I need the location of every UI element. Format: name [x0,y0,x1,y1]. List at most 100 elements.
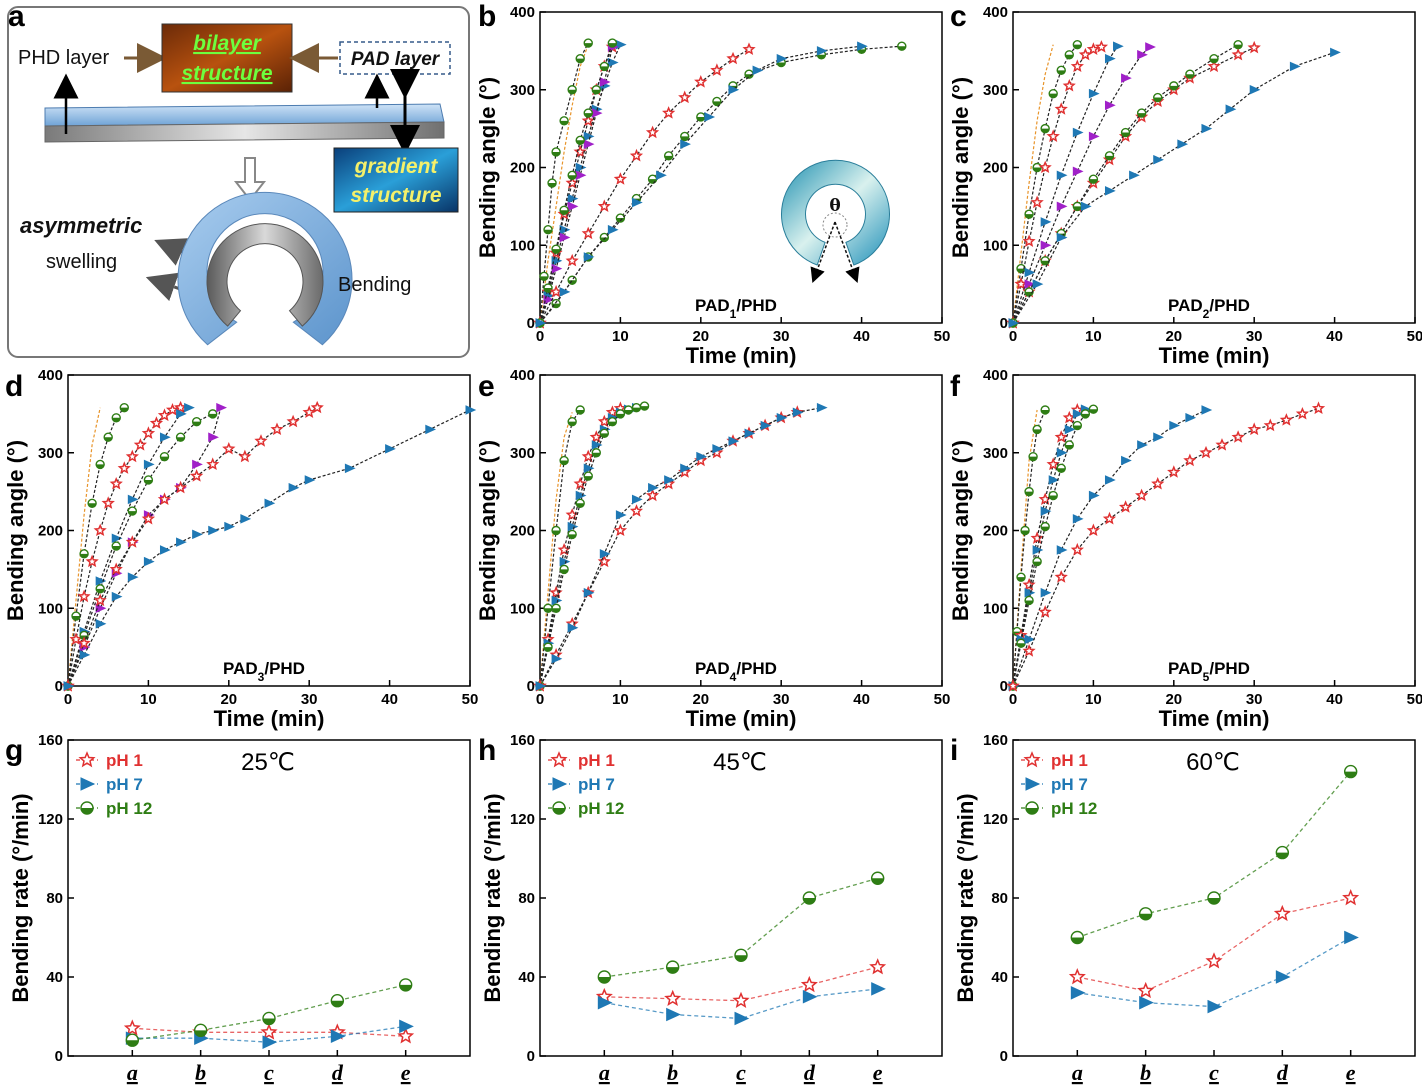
y-tick-label-i-2: 80 [991,890,1008,907]
x-axis-title-b: Time (min) [686,343,797,368]
point-b-3-5 [575,162,587,173]
point-e-3-2 [551,595,563,606]
point-d-1-5-fill [104,437,113,442]
point-d-1-3 [87,498,97,508]
panel-letter-a: a [8,0,25,33]
schematic-panel: a PHD layer bilayer structure PAD layer … [7,0,470,358]
point-d-2-13 [165,403,180,416]
point-b-7-2-fill [568,280,577,285]
point-f-6-7 [1118,500,1133,513]
point-d-6-9 [206,457,220,471]
point-g-1-4 [399,1019,414,1034]
point-b-5-2-fill [552,249,561,254]
series-line-d-0 [67,407,101,687]
point-f-2-6 [1054,430,1068,443]
point-f-6-6 [1102,511,1117,525]
point-g-2-4-fill [399,984,412,991]
point-c-6-8-fill [1137,113,1146,118]
point-e-6-4 [599,549,611,559]
point-h-0-3 [800,975,818,993]
point-d-7-7 [176,537,187,547]
point-e-4-8 [599,428,610,439]
point-f-6-19 [1311,401,1326,415]
series-line-f-3 [1012,408,1086,687]
point-b-1-3-fill [548,183,557,188]
point-f-4-2 [1024,595,1034,606]
point-b-1-5 [559,116,569,126]
point-b-1-6-fill [568,89,577,94]
point-c-6-13-fill [1234,44,1243,49]
point-f-5-8 [1137,440,1148,450]
point-f-6-3 [1054,570,1068,583]
point-i-1-0 [1070,986,1086,1000]
x-tick-label-e-2: 20 [692,691,709,708]
point-e-6-5 [615,510,627,520]
point-g-2-0 [125,1033,140,1047]
point-f-1-4-fill [1025,491,1034,496]
point-d-4-3-fill [112,546,121,551]
bending-label: Bending [338,274,411,296]
x-tick-label-f-1: 10 [1085,691,1102,708]
legend-label-i-1: pH 7 [1051,775,1088,794]
point-b-1-6 [567,85,577,95]
point-b-5-6 [583,108,593,118]
point-f-6-10 [1167,465,1181,478]
temperature-label-h: 45℃ [713,749,767,776]
point-b-1-2-fill [544,229,553,234]
point-i-1-4 [1344,930,1359,945]
point-d-4-4-fill [128,511,137,516]
point-c-6-5 [1088,174,1099,184]
y-tick-label-f-1: 100 [983,600,1008,617]
sample-label-rest-e: /PHD [736,659,777,678]
x-tick-label-b-0: 0 [536,328,544,345]
point-f-1-6 [1032,424,1042,435]
point-h-2-2 [734,948,748,962]
bilayer-line1: bilayer [193,32,263,55]
point-b-6-9 [678,90,692,104]
category-label-g-d: d [332,1060,344,1085]
x-tick-label-d-4: 40 [381,691,398,708]
point-f-4-7-fill [1065,444,1074,449]
point-f-1-2 [1016,572,1026,582]
point-c-2-10 [1086,42,1101,55]
bilayer-box [161,23,293,93]
point-h-2-1-fill [666,967,679,974]
y-tick-label-c-1: 100 [983,237,1008,254]
point-b-6-3 [581,226,595,240]
point-e-4-4 [567,529,577,540]
x-axis-title-c: Time (min) [1159,343,1270,368]
inset-ring: θ [781,159,890,284]
point-c-4-8 [1137,49,1148,60]
category-label-h-d: d [804,1060,816,1085]
point-f-4-8-fill [1073,425,1082,430]
x-tick-label-f-3: 30 [1246,691,1263,708]
point-d-6-15 [302,405,316,418]
series-line-i-2 [1077,771,1352,939]
panel-letter-e: e [478,370,495,403]
chart-panel-c: 0 100 200 300 400 0 10 20 30 40 50 Time (min) Bendin… [948,4,1422,368]
point-i-1-1 [1139,995,1154,1010]
point-c-4-4 [1072,166,1084,177]
point-i-2-3-fill [1276,852,1289,859]
y-tick-label-b-1: 100 [510,237,535,254]
y-tick-label-i-3: 120 [983,811,1008,828]
point-g-1-3 [330,1029,346,1044]
point-e-4-9-fill [608,421,617,426]
point-c-2-6 [1054,102,1068,115]
y-axis-title-g: Bending rate (°/min) [8,793,33,1002]
category-label-h-a: a [599,1060,610,1085]
point-b-7-8-fill [664,155,673,160]
point-c-6-11 [1185,69,1195,79]
sample-label-sub-e: 4 [730,670,737,684]
point-g-2-3 [330,994,345,1008]
point-b-7-10-fill [696,116,705,121]
point-d-7-3 [111,591,123,602]
point-e-1-4 [567,416,577,427]
y-tick-label-g-4: 160 [38,732,63,749]
point-b-6-4 [597,199,611,213]
point-b-6-8 [662,106,676,119]
point-d-1-7-fill [120,407,129,412]
point-b-1-4 [551,147,561,157]
point-e-6-1 [551,654,563,664]
point-d-7-18 [465,405,477,415]
